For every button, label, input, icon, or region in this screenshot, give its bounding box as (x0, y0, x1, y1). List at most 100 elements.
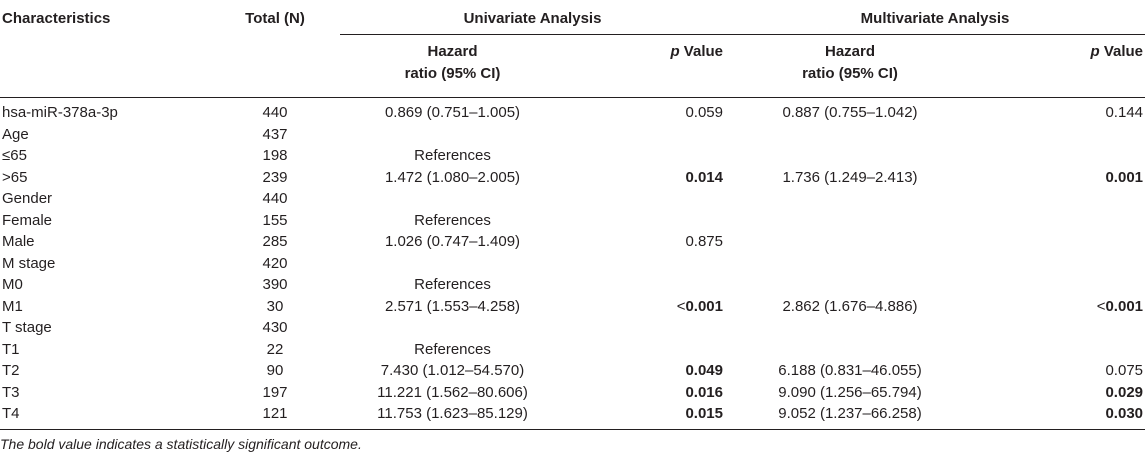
cell-multivariate-hr: 1.736 (1.249–2.413) (782, 168, 918, 186)
table-row: T4 121 11.753 (1.623–85.129) 0.015 9.052 (1.… (0, 403, 1145, 430)
table-row: Age 437 (0, 124, 1145, 146)
cell-characteristic: Gender (2, 190, 53, 207)
table-body: hsa-miR-378a-3p 440 0.869 (0.751–1.005) 0.0… (0, 98, 1145, 430)
table-row: T1 22 References (0, 339, 1145, 361)
cell-multivariate-p: 0.144 (1105, 104, 1144, 121)
cell-univariate-hr (340, 253, 565, 275)
cell-multivariate-hr (725, 145, 975, 167)
cell-univariate-p: <0.001 (676, 297, 723, 315)
cell-multivariate-hr (725, 231, 975, 253)
cell-characteristic: M stage (2, 254, 56, 272)
table-row: Male 285 1.026 (0.747–1.409) 0.875 (0, 231, 1145, 253)
cell-univariate-hr: 2.571 (1.553–4.258) (384, 297, 521, 315)
table-row: ≤65 198 References (0, 145, 1145, 167)
header-multivariate: Multivariate Analysis (725, 0, 1145, 35)
cell-characteristic: Male (2, 233, 35, 250)
cell-multivariate-hr: 0.887 (0.755–1.042) (782, 104, 918, 121)
cell-multivariate-p: 0.029 (1105, 383, 1144, 401)
cell-univariate-p (565, 339, 725, 361)
cell-characteristic: T3 (2, 383, 20, 401)
cell-multivariate-p: <0.001 (1096, 297, 1144, 315)
header-univariate: Univariate Analysis (340, 0, 725, 35)
cell-univariate-p (565, 274, 725, 296)
cell-total: 440 (262, 104, 288, 121)
table-row: T stage 430 (0, 317, 1145, 339)
cell-multivariate-p (975, 274, 1145, 296)
table-row: T2 90 7.430 (1.012–54.570) 0.049 6.188 (0.83… (0, 360, 1145, 382)
cell-multivariate-p: 0.001 (1105, 168, 1144, 186)
cell-multivariate-p (975, 231, 1145, 253)
cell-univariate-p: 0.014 (685, 168, 723, 186)
cell-multivariate-p: 0.030 (975, 403, 1145, 430)
cell-total: 239 (262, 168, 288, 186)
cell-univariate-hr: 1.472 (1.080–2.005) (384, 168, 521, 186)
cell-characteristic: Female (2, 211, 53, 229)
cell-univariate-hr: References (414, 147, 491, 164)
cell-univariate-p: 0.015 (565, 403, 725, 430)
cell-multivariate-hr: 2.862 (1.676–4.886) (782, 297, 918, 315)
cell-total: 155 (262, 211, 288, 229)
cell-total: 197 (262, 383, 288, 401)
cell-multivariate-p (975, 145, 1145, 167)
cell-univariate-hr: 1.026 (0.747–1.409) (384, 233, 521, 250)
cell-multivariate-hr (725, 210, 975, 232)
cell-total: 390 (262, 276, 288, 293)
cell-total: 440 (262, 190, 288, 207)
cell-total: 22 (266, 340, 284, 358)
cell-total: 285 (262, 233, 288, 250)
cell-total: 90 (266, 362, 284, 379)
cell-univariate-hr: References (414, 276, 491, 293)
cell-multivariate-p (975, 124, 1145, 146)
cell-multivariate-hr (725, 317, 975, 339)
cell-univariate-p (565, 145, 725, 167)
header-univariate-hr: Hazard ratio (95% CI) (340, 34, 565, 98)
cell-characteristic: T1 (2, 340, 20, 358)
cell-univariate-hr (340, 124, 565, 146)
header-characteristics: Characteristics (2, 9, 111, 27)
cell-univariate-hr: References (414, 340, 491, 358)
cox-regression-table: Characteristics Total (N) Univariate Ana… (0, 0, 1145, 430)
cell-characteristic: T stage (2, 319, 52, 336)
header-total: Total (N) (245, 9, 305, 27)
cell-univariate-p: 0.016 (685, 383, 723, 401)
cell-total: 420 (262, 254, 288, 272)
table-row: M1 30 2.571 (1.553–4.258) <0.001 2.862 (1.67… (0, 296, 1145, 318)
cell-characteristic: Age (2, 125, 29, 143)
cell-characteristic: hsa-miR-378a-3p (2, 104, 118, 121)
cell-characteristic: ≤65 (2, 147, 27, 164)
header-univariate-p: p Value (565, 34, 725, 98)
cell-univariate-hr: References (414, 211, 491, 229)
cell-univariate-hr: 0.869 (0.751–1.005) (384, 104, 521, 121)
cell-total: 430 (262, 319, 288, 336)
cell-univariate-hr: 11.753 (1.623–85.129) (340, 403, 565, 430)
table-footnote: The bold value indicates a statistically… (0, 436, 362, 452)
cell-characteristic: >65 (2, 168, 28, 186)
cell-multivariate-hr: 9.052 (1.237–66.258) (725, 403, 975, 430)
cell-univariate-hr (340, 188, 565, 210)
cell-multivariate-hr: 9.090 (1.256–65.794) (778, 383, 922, 401)
table-row: Female 155 References (0, 210, 1145, 232)
cell-multivariate-hr (725, 274, 975, 296)
table-row: M0 390 References (0, 274, 1145, 296)
table-row: Gender 440 (0, 188, 1145, 210)
cell-univariate-p (565, 210, 725, 232)
cell-total: 198 (262, 147, 288, 164)
cell-multivariate-hr (725, 339, 975, 361)
table-row: M stage 420 (0, 253, 1145, 275)
cell-univariate-p: 0.875 (685, 233, 723, 250)
cell-total: 30 (266, 297, 284, 315)
cell-multivariate-hr (725, 253, 975, 275)
cell-univariate-p (565, 317, 725, 339)
cell-univariate-hr: 11.221 (1.562–80.606) (377, 383, 528, 401)
cell-univariate-p (565, 188, 725, 210)
header-multivariate-hr: Hazard ratio (95% CI) (725, 34, 975, 98)
cell-multivariate-hr (725, 188, 975, 210)
cell-multivariate-hr: 6.188 (0.831–46.055) (778, 362, 922, 379)
cell-characteristic: M1 (2, 297, 23, 315)
table-header: Characteristics Total (N) Univariate Ana… (0, 0, 1145, 98)
header-multivariate-p: p Value (975, 34, 1145, 98)
cell-univariate-p (565, 124, 725, 146)
cell-multivariate-p (975, 188, 1145, 210)
cell-univariate-p: 0.059 (685, 104, 723, 121)
cell-total: 437 (262, 125, 288, 143)
